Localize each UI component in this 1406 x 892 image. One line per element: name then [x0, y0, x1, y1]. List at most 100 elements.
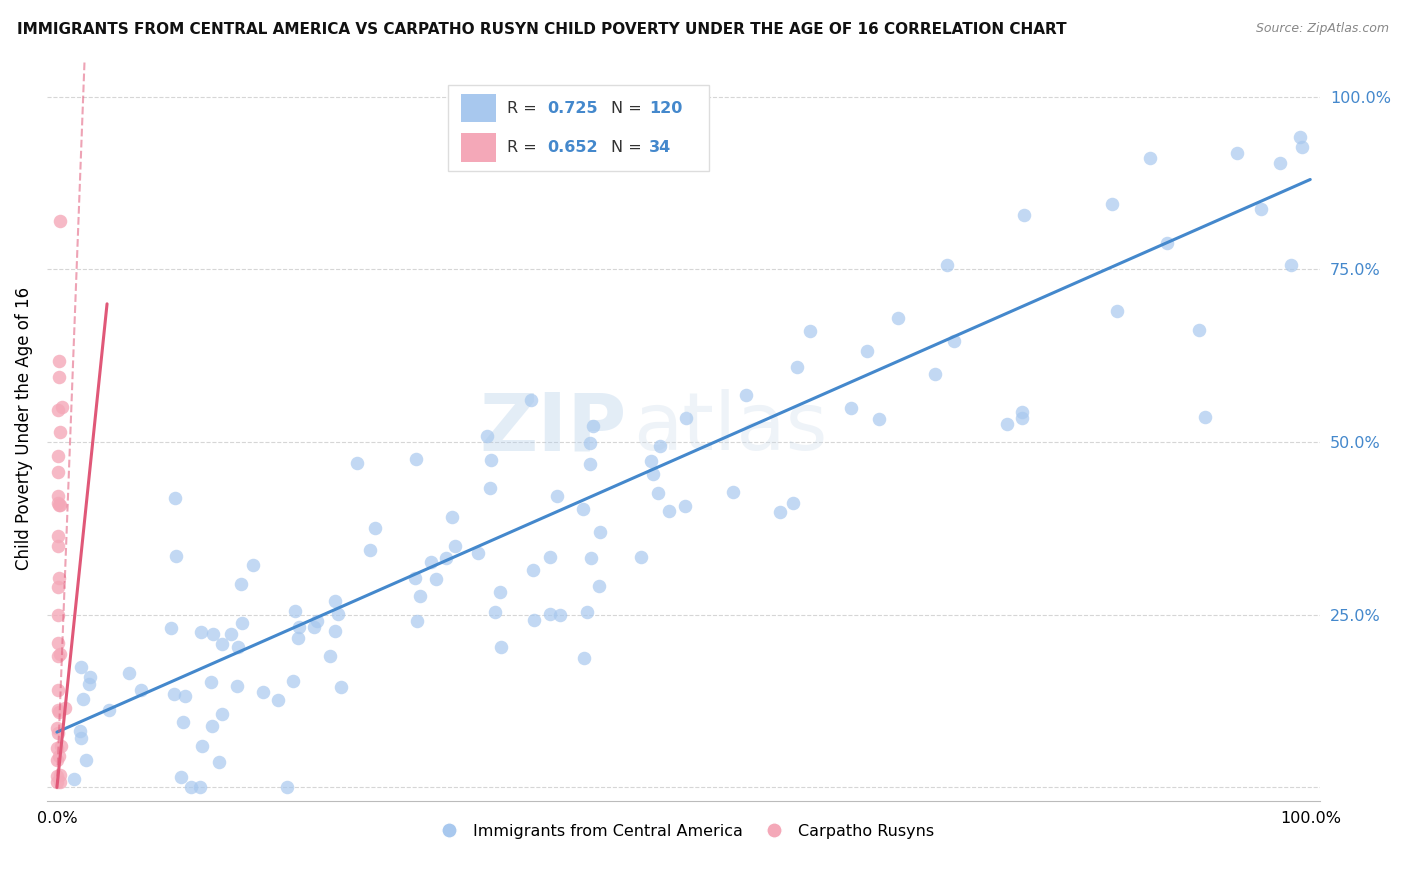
- Point: [287, 631, 309, 645]
- Point: [1101, 197, 1123, 211]
- Point: [173, 689, 195, 703]
- Point: [281, 673, 304, 688]
- FancyBboxPatch shape: [449, 85, 709, 170]
- Point: [643, 467, 665, 481]
- Point: [578, 457, 600, 471]
- Point: [228, 640, 250, 654]
- Point: [575, 605, 598, 619]
- Text: N =: N =: [612, 101, 647, 116]
- Point: [211, 706, 233, 721]
- Point: [519, 393, 541, 408]
- Point: [1279, 258, 1302, 272]
- Point: [72, 691, 94, 706]
- Point: [924, 367, 946, 381]
- Point: [200, 675, 222, 690]
- Point: [436, 550, 458, 565]
- Point: [46, 496, 69, 510]
- Point: [46, 636, 69, 650]
- Point: [328, 607, 350, 621]
- Text: ZIP: ZIP: [479, 389, 626, 467]
- Point: [673, 499, 696, 513]
- Point: [323, 594, 346, 608]
- Text: 120: 120: [650, 101, 682, 116]
- Point: [1011, 405, 1033, 419]
- Point: [49, 425, 72, 440]
- Point: [79, 669, 101, 683]
- Text: 0.652: 0.652: [547, 140, 598, 155]
- Point: [675, 410, 697, 425]
- Point: [405, 452, 427, 467]
- Point: [191, 739, 214, 753]
- Point: [221, 627, 243, 641]
- Point: [404, 571, 426, 585]
- Point: [1014, 208, 1036, 222]
- Point: [579, 551, 602, 566]
- Point: [165, 549, 187, 564]
- Point: [478, 481, 501, 495]
- Point: [46, 528, 69, 542]
- Text: 0.725: 0.725: [547, 101, 598, 116]
- Point: [46, 775, 69, 789]
- Point: [647, 486, 669, 500]
- Legend: Immigrants from Central America, Carpatho Rusyns: Immigrants from Central America, Carpath…: [426, 818, 941, 846]
- Text: R =: R =: [506, 140, 541, 155]
- Point: [46, 648, 69, 663]
- Point: [51, 401, 73, 415]
- Point: [48, 498, 70, 512]
- Point: [1291, 140, 1313, 154]
- Point: [48, 748, 70, 763]
- Point: [170, 770, 193, 784]
- Text: Source: ZipAtlas.com: Source: ZipAtlas.com: [1256, 22, 1389, 36]
- Point: [572, 502, 595, 516]
- Point: [163, 687, 186, 701]
- Point: [98, 703, 121, 717]
- Point: [441, 510, 464, 524]
- Point: [735, 387, 758, 401]
- Text: atlas: atlas: [633, 389, 827, 467]
- Point: [419, 555, 441, 569]
- Bar: [461, 134, 496, 161]
- Point: [77, 677, 100, 691]
- Point: [165, 491, 187, 505]
- Point: [229, 577, 252, 591]
- Y-axis label: Child Poverty Under the Age of 16: Child Poverty Under the Age of 16: [15, 286, 32, 570]
- Point: [479, 453, 502, 467]
- Point: [1156, 236, 1178, 251]
- Point: [364, 521, 387, 535]
- Point: [226, 679, 249, 693]
- Point: [588, 579, 610, 593]
- Point: [63, 772, 86, 786]
- Point: [425, 572, 447, 586]
- Point: [190, 625, 212, 640]
- Point: [305, 614, 328, 628]
- Point: [49, 768, 72, 782]
- Point: [69, 731, 91, 746]
- Point: [548, 608, 571, 623]
- Point: [1194, 409, 1216, 424]
- Point: [53, 701, 76, 715]
- Point: [302, 620, 325, 634]
- Point: [48, 370, 70, 384]
- Point: [409, 590, 432, 604]
- Point: [48, 498, 70, 512]
- Point: [46, 580, 69, 594]
- Point: [202, 627, 225, 641]
- Point: [546, 489, 568, 503]
- Text: R =: R =: [506, 101, 541, 116]
- Point: [160, 621, 183, 635]
- Point: [48, 705, 70, 719]
- Point: [49, 214, 72, 228]
- Point: [48, 607, 70, 622]
- Point: [786, 359, 808, 374]
- Point: [319, 649, 342, 664]
- Point: [118, 666, 141, 681]
- Point: [359, 543, 381, 558]
- Point: [405, 614, 427, 628]
- Point: [48, 683, 70, 698]
- Point: [650, 439, 672, 453]
- Point: [1139, 151, 1161, 165]
- Point: [855, 343, 877, 358]
- Point: [180, 780, 202, 795]
- Point: [484, 606, 506, 620]
- Point: [46, 539, 69, 553]
